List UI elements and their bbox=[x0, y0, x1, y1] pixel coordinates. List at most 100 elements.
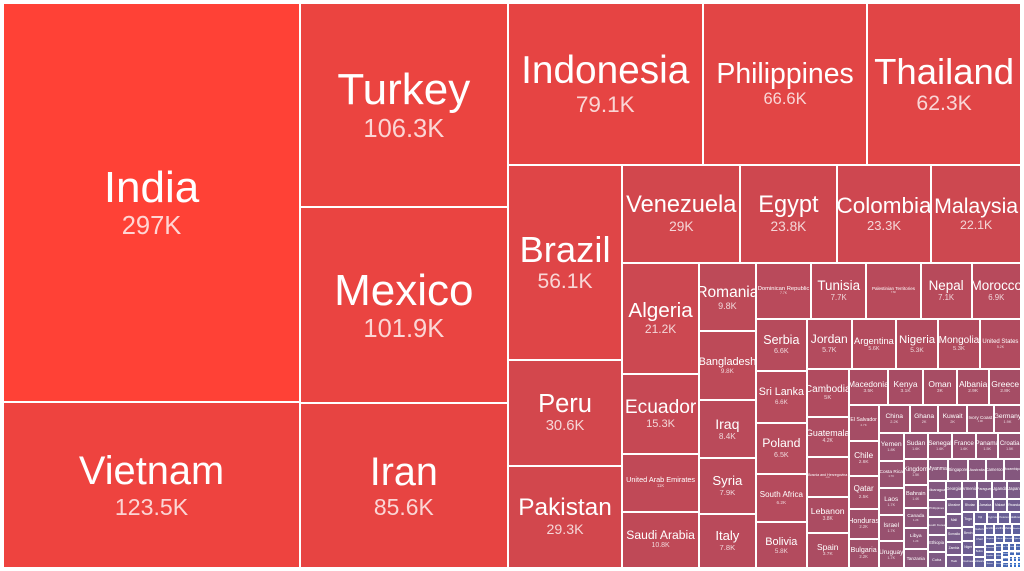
cell-name-label: Comoros bbox=[995, 546, 1002, 549]
cell-name-label: Uruguay bbox=[879, 548, 904, 556]
treemap-cell-cuba-83: Cuba bbox=[927, 551, 946, 568]
cell-name-label: Cuba bbox=[931, 556, 942, 562]
treemap-cell-qatar-51: Qatar 2.5K bbox=[848, 475, 879, 510]
cell-name-label: Nigeria bbox=[898, 333, 936, 346]
treemap-cell-philippines-80: Philippines bbox=[927, 499, 946, 518]
treemap-cell-costa-rica-60: Costa Rica 1.7K bbox=[878, 461, 904, 488]
cell-name-label: Malta bbox=[1004, 526, 1012, 530]
treemap-cell-israel-62: Israel 1.7K bbox=[878, 514, 904, 542]
cell-name-label: Tanzania bbox=[906, 555, 925, 561]
cell-name-label: Guatemala bbox=[806, 427, 849, 438]
cell-name-label: Singapore bbox=[948, 466, 968, 472]
treemap-cell-dominica-133: Dominica bbox=[1008, 562, 1014, 568]
treemap-cell-libya-72: Libya 1.2K bbox=[903, 528, 928, 549]
cell-name-label: Poland bbox=[762, 436, 801, 451]
cell-value-label: 2.2K bbox=[859, 524, 868, 530]
treemap-cell-namibia-110: Namibia bbox=[984, 523, 995, 535]
cell-name-label: Iran bbox=[369, 449, 438, 494]
cell-name-label: Italy bbox=[715, 528, 740, 544]
cell-name-label: Australia bbox=[969, 466, 985, 472]
treemap-cell-malaysia-14: Malaysia 22.1K bbox=[931, 164, 1021, 264]
treemap-cell-south-korea-81: South Korea bbox=[927, 517, 946, 535]
treemap-cell-india-0: India 297K bbox=[3, 3, 301, 403]
cell-name-label: United Arab Emirates bbox=[626, 475, 696, 485]
treemap-cell-egypt-12: Egypt 23.8K bbox=[740, 164, 837, 264]
treemap-cell-haiti-93: Haiti bbox=[945, 555, 963, 568]
cell-value-label: 2.9K bbox=[968, 388, 979, 394]
cell-name-label: Gabon bbox=[975, 526, 984, 531]
cell-value-label: 7.7K bbox=[780, 291, 788, 296]
treemap-cell-seychelles-130: Seychelles bbox=[1008, 550, 1015, 556]
cell-name-label: Suriname bbox=[985, 546, 995, 549]
treemap-cell-pakistan-10: Pakistan 29.3K bbox=[507, 466, 623, 568]
treemap-cell-sri-lanka-30: Sri Lanka 6.6K bbox=[755, 370, 807, 423]
cell-name-label: Qatar bbox=[853, 484, 874, 494]
treemap-cell-kingdom-69: Kingdom 1.5K bbox=[903, 459, 928, 485]
cell-name-label: Lebanon bbox=[810, 506, 845, 517]
cell-value-label: 4.2K bbox=[825, 477, 830, 480]
treemap-cell-australia-76: Australia bbox=[967, 459, 987, 481]
cell-name-label: Rwanda bbox=[1008, 502, 1020, 507]
cell-value-label: 3.1K bbox=[900, 388, 911, 394]
treemap-cell-armenia-85: Armenia bbox=[961, 480, 978, 499]
cell-name-label: Paraguay bbox=[977, 486, 993, 491]
treemap-cell-ukraine-89: Ukraine bbox=[945, 498, 963, 514]
cell-name-label: Brunei bbox=[995, 563, 1002, 565]
treemap-cell-togo-98: Togo bbox=[962, 512, 974, 528]
cell-name-label: Cameroon bbox=[986, 466, 1005, 472]
cell-value-label: 2K bbox=[921, 419, 927, 425]
treemap-cell-cyprus-103: Cyprus bbox=[986, 512, 999, 524]
treemap-cell-albania-47: Albania 2.9K bbox=[956, 369, 990, 405]
treemap-cell-venezuela-11: Venezuela 29K bbox=[622, 164, 741, 264]
treemap-cell-bosnia-and-herzegovina-41: Bosnia and Herzegovina 4.2K bbox=[806, 456, 849, 497]
treemap-cell-saudi-arabia-18: Saudi Arabia 10.8K bbox=[622, 511, 699, 568]
cell-name-label: Bahamas bbox=[1009, 545, 1015, 548]
cell-name-label: Costa Rica bbox=[879, 470, 903, 476]
cell-name-label: Oman bbox=[928, 378, 952, 389]
cell-value-label: 6.5K bbox=[774, 450, 789, 459]
treemap-cell-kosovo-104: Kosovo bbox=[998, 512, 1010, 524]
cell-value-label: 85.6K bbox=[373, 494, 434, 521]
treemap-cell-myanmar-74: Myanmar bbox=[927, 459, 949, 481]
treemap-cell-djibouti-120: Djibouti bbox=[1012, 534, 1021, 543]
cell-value-label: 2.5K bbox=[858, 494, 869, 500]
cell-name-label: Kingdom bbox=[903, 465, 928, 473]
cell-value-label: 1.5K bbox=[912, 473, 920, 478]
cell-name-label: Zambia bbox=[948, 545, 960, 550]
treemap-cell-poland-31: Poland 6.5K bbox=[755, 422, 807, 474]
cell-value-label: 10.8K bbox=[651, 542, 670, 550]
treemap-cell-sudan-64: Sudan 1.6K bbox=[903, 432, 928, 460]
cell-name-label: Benin bbox=[963, 531, 973, 536]
cell-name-label: Japan bbox=[1008, 486, 1020, 492]
cell-name-label: Morocco bbox=[971, 278, 1021, 294]
cell-value-label: 101.9K bbox=[363, 314, 445, 343]
cell-value-label: 6.6K bbox=[774, 398, 788, 406]
treemap-cell-el-salvador-49: El Salvador 2.7K bbox=[848, 404, 879, 441]
treemap-cell-ethiopia-82: Ethiopia bbox=[927, 534, 946, 552]
cell-value-label: 297K bbox=[121, 212, 182, 241]
cell-name-label: Germany bbox=[993, 412, 1021, 420]
cell-name-label: Dominican Republic bbox=[757, 285, 810, 292]
cell-value-label: 30.6K bbox=[545, 418, 585, 435]
cell-name-label: Malawi bbox=[995, 502, 1005, 507]
cell-name-label: Greece bbox=[991, 378, 1020, 389]
treemap-cell-moldova-105: Moldova bbox=[1009, 512, 1021, 524]
cell-name-label: Turkey bbox=[337, 65, 471, 115]
treemap-cell-liberia-118: Liberia bbox=[994, 534, 1005, 543]
cell-name-label: Macedonia bbox=[848, 378, 889, 389]
treemap-cell-iraq-21: Iraq 8.4K bbox=[698, 399, 756, 459]
treemap-cell-ivory-coast-57: Ivory Coast 1.9K bbox=[966, 404, 994, 433]
treemap-cell-lesotho-111: Lesotho bbox=[994, 523, 1004, 535]
treemap-cell-chad-107: Chad bbox=[974, 535, 985, 547]
treemap-cell-ghana-55: Ghana 2K bbox=[909, 404, 939, 433]
cell-name-label: South Korea bbox=[928, 523, 946, 528]
cell-name-label: India bbox=[103, 162, 200, 212]
cell-value-label: 5.6K bbox=[868, 346, 880, 353]
cell-name-label: Kenya bbox=[893, 378, 918, 389]
cell-value-label: 7.8K bbox=[719, 542, 736, 552]
cell-name-label: Israel bbox=[883, 522, 900, 530]
cell-name-label: Honduras bbox=[848, 516, 879, 525]
cell-name-label: Jamaica bbox=[979, 502, 992, 507]
cell-name-label: El Salvador bbox=[850, 417, 877, 424]
